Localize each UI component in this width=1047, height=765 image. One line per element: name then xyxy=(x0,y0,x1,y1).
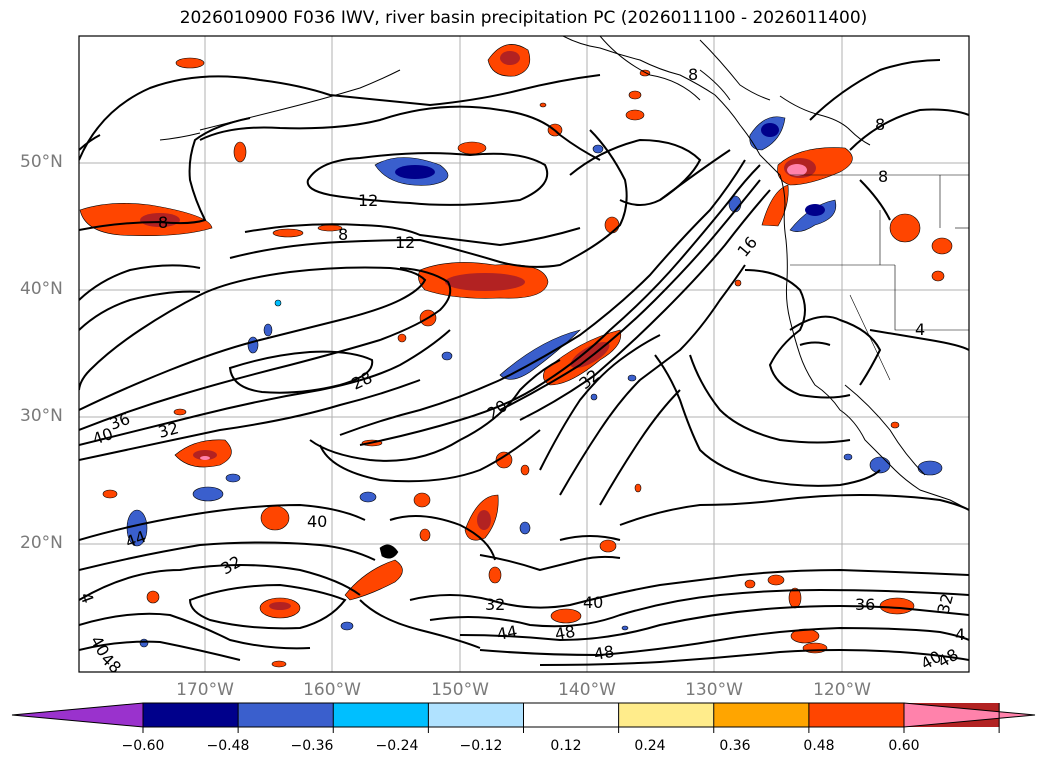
lat-label: 40°N xyxy=(20,279,63,299)
colorbar-tick-label: 0.36 xyxy=(719,738,751,754)
colorbar-segment xyxy=(618,703,715,727)
map-frame xyxy=(78,35,970,673)
lat-label: 50°N xyxy=(20,152,63,172)
contour-label: 36 xyxy=(855,595,875,614)
contour-label: 44 xyxy=(495,622,518,644)
colorbar-segment xyxy=(523,703,620,727)
contour-label: 48 xyxy=(553,622,576,644)
contour-labels: 8 12 8 12 8 16 8 28 36 40 32 20 32 40 44… xyxy=(79,65,965,672)
contour-label: 40 xyxy=(307,512,327,531)
colorbar-segment xyxy=(238,703,334,727)
contour-label: 32 xyxy=(156,418,181,442)
lon-label: 120°W xyxy=(813,680,871,700)
colorbar-tick-label: −0.36 xyxy=(290,738,334,754)
contour-label: 32 xyxy=(485,595,505,614)
contour-label: 12 xyxy=(358,191,378,210)
lon-label: 170°W xyxy=(176,680,234,700)
contour-label: 48 xyxy=(592,642,615,664)
lon-label: 150°W xyxy=(431,680,489,700)
iwv-contours xyxy=(79,59,969,666)
contour-label: 8 xyxy=(878,167,888,186)
colorbar-segment xyxy=(333,703,429,727)
colorbar-tick-label: 0.24 xyxy=(634,738,666,754)
colorbar-segment xyxy=(428,703,524,727)
contour-label: 8 xyxy=(688,65,698,84)
colorbar-tick-label: 0.60 xyxy=(888,738,920,754)
precip-patches xyxy=(79,44,953,668)
map-title: 2026010900 F036 IWV, river basin precipi… xyxy=(179,8,868,28)
contour-label: 8 xyxy=(875,115,885,134)
colorbar-tick-label: −0.48 xyxy=(206,738,250,754)
colorbar-tick-label: 0.48 xyxy=(803,738,835,754)
colorbar xyxy=(11,702,1036,733)
contour-label: 32 xyxy=(934,591,958,616)
lon-label: 160°W xyxy=(303,680,361,700)
colorbar-tick-label: 0.12 xyxy=(550,738,582,754)
colorbar-tick-label: −0.24 xyxy=(375,738,419,754)
colorbar-segment xyxy=(713,703,810,727)
contour-label: 12 xyxy=(395,233,415,252)
contour-label: 40 xyxy=(583,593,603,612)
lat-label: 20°N xyxy=(20,533,63,553)
colorbar-segment xyxy=(143,703,239,727)
colorbar-extend-low xyxy=(11,702,144,728)
contour-label: 4 xyxy=(915,320,925,339)
borders xyxy=(790,174,969,381)
lon-label: 140°W xyxy=(558,680,616,700)
colorbar-tick-label: −0.12 xyxy=(459,738,503,754)
lat-label: 30°N xyxy=(20,406,63,426)
colorbar-segment xyxy=(808,703,905,727)
contour-label: 4 xyxy=(955,625,965,644)
colorbar-tick-label: −0.60 xyxy=(121,738,165,754)
lon-label: 130°W xyxy=(685,680,743,700)
coastlines xyxy=(159,36,969,511)
contour-label: 8 xyxy=(158,213,168,232)
contour-label: 8 xyxy=(338,225,348,244)
